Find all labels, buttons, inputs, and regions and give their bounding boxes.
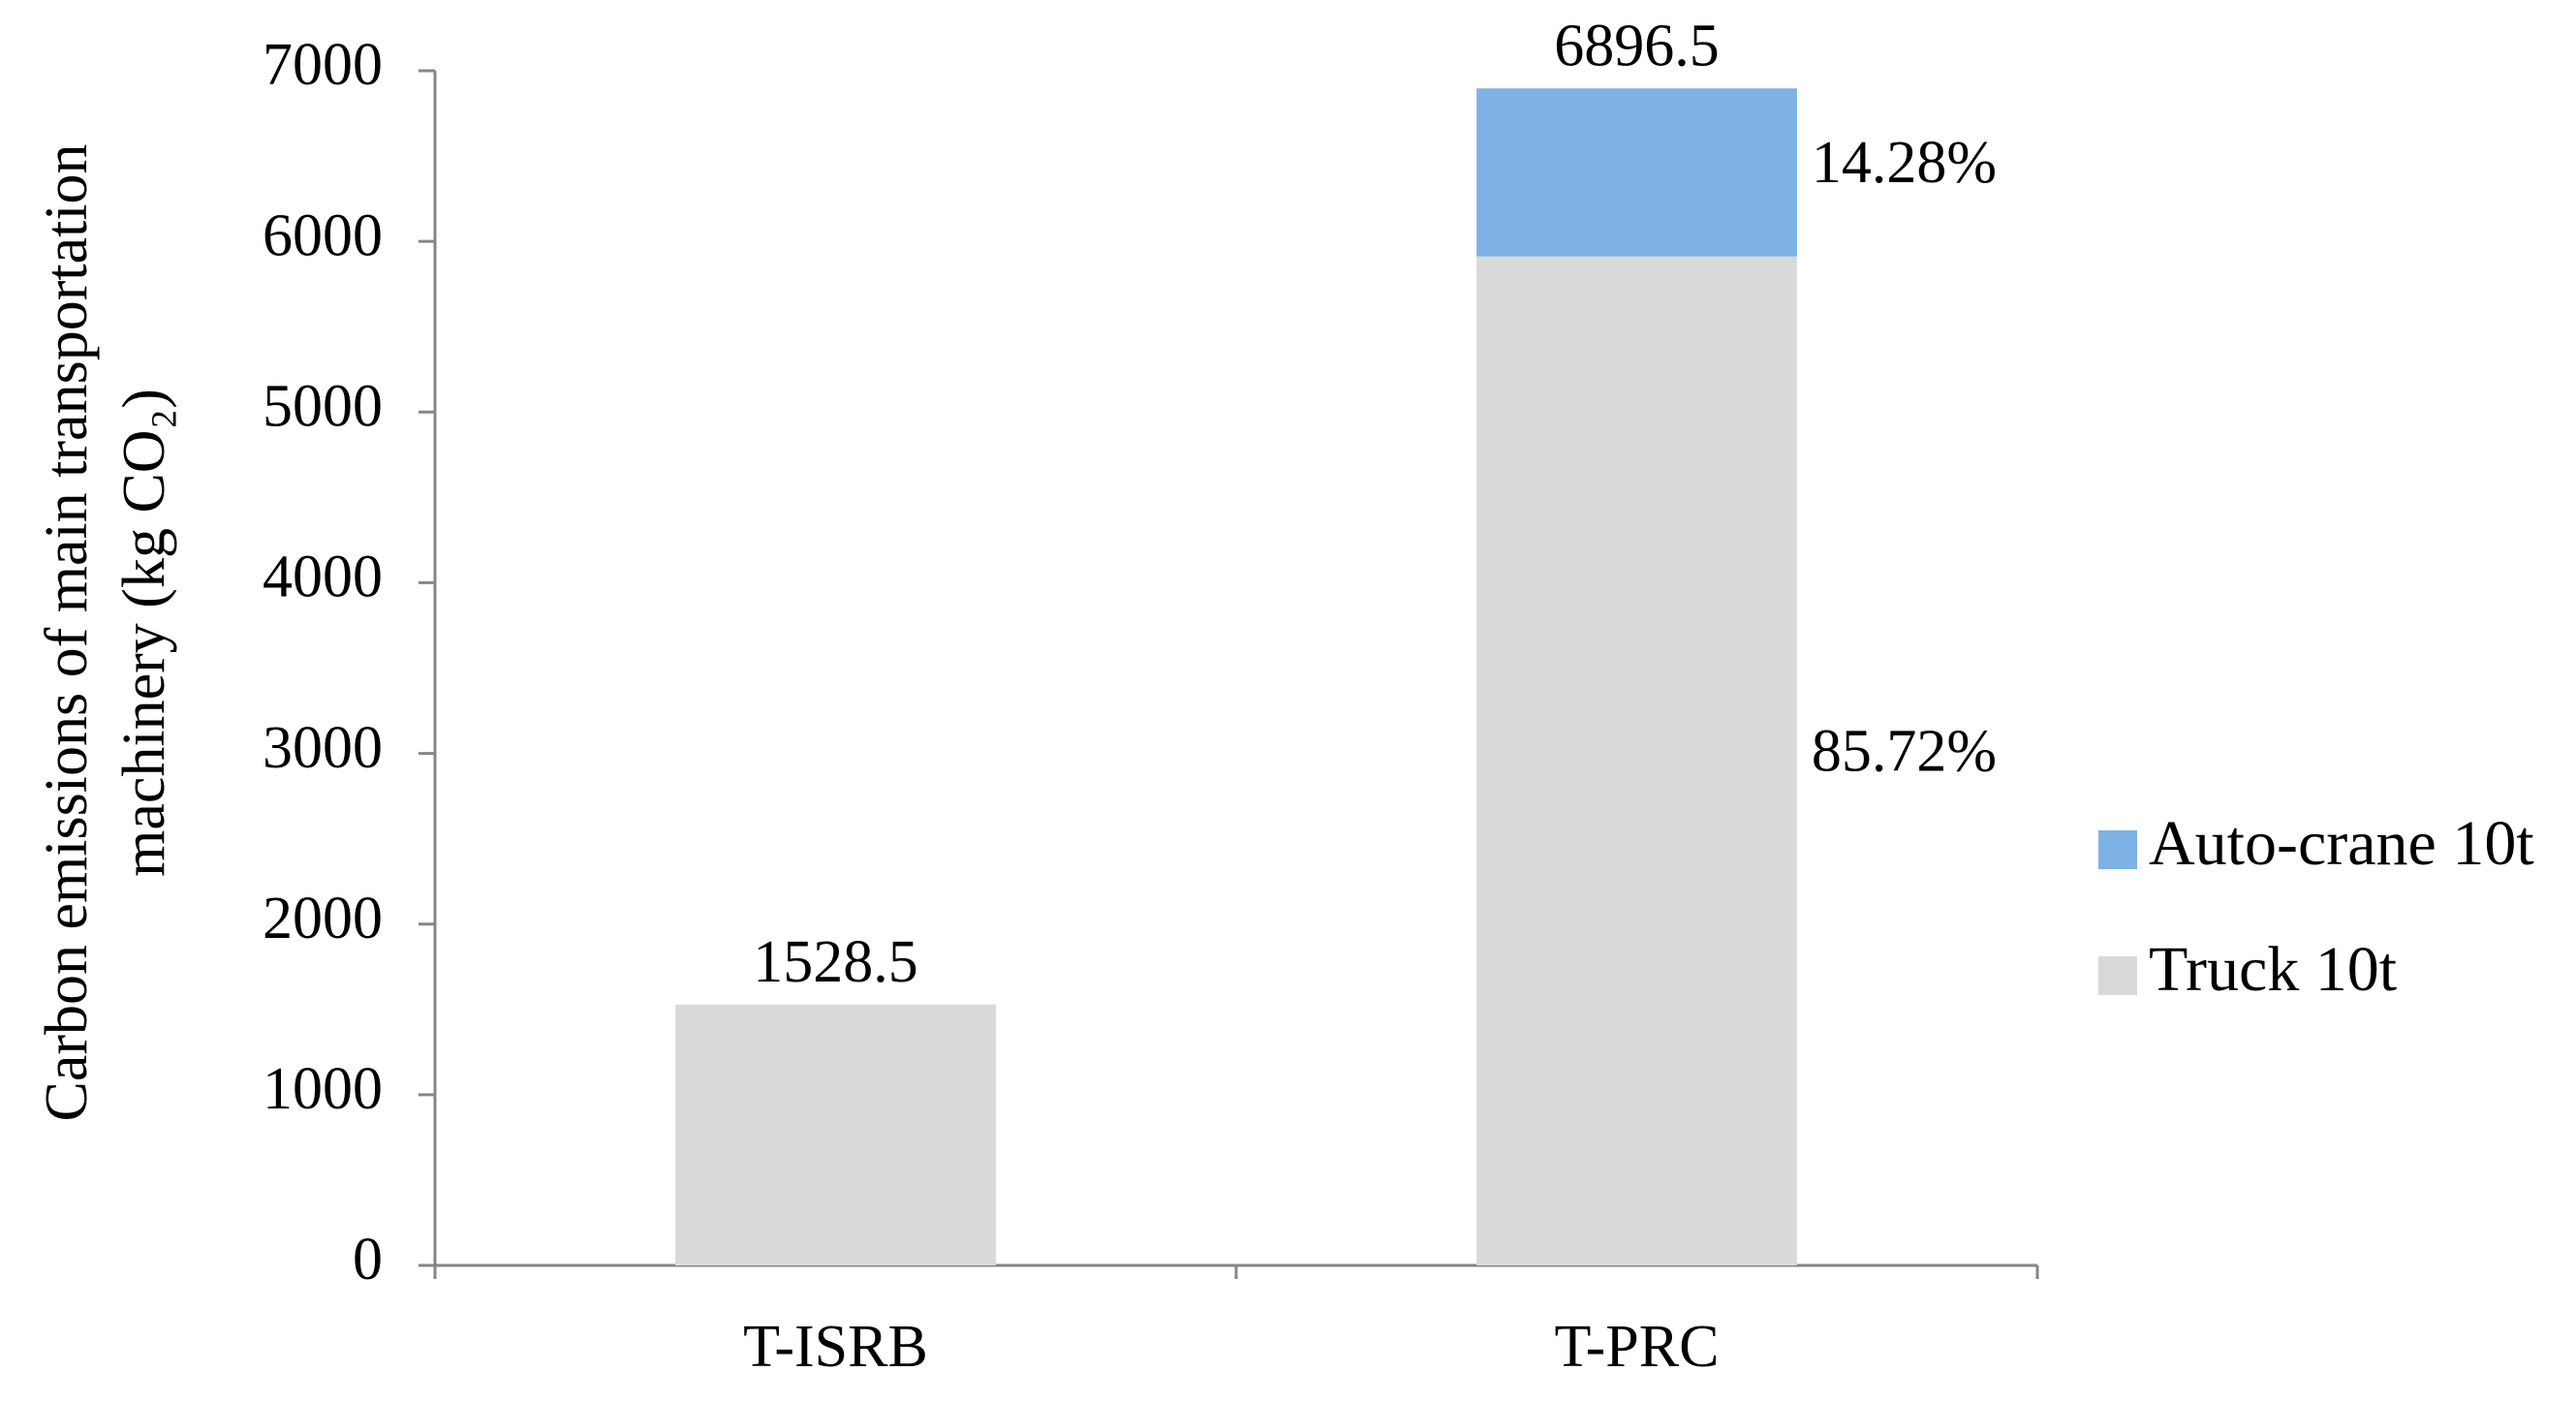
y-tick-label: 7000	[263, 32, 383, 98]
total-label: 6896.5	[1554, 13, 1720, 78]
legend-swatch	[2098, 956, 2137, 995]
share-label: 14.28%	[1812, 130, 1997, 196]
y-tick-label: 6000	[263, 203, 383, 268]
y-tick-label: 5000	[263, 374, 383, 440]
y-axis-title-line: Carbon emissions of main transportation	[34, 143, 100, 1121]
legend-label: Truck 10t	[2149, 934, 2397, 1005]
y-tick-label: 0	[353, 1227, 383, 1293]
legend-label: Auto-crane 10t	[2149, 808, 2534, 879]
total-label: 1528.5	[753, 929, 918, 995]
y-tick-label: 1000	[263, 1056, 383, 1122]
y-axis-title: Carbon emissions of main transportation …	[34, 143, 177, 1121]
bar-segment	[1476, 256, 1797, 1265]
y-axis-title-line: machinery (kg CO₂)	[111, 389, 177, 877]
legend-swatch	[2098, 830, 2137, 869]
y-tick-label: 4000	[263, 545, 383, 610]
bar-segment	[1476, 88, 1797, 257]
share-label: 85.72%	[1812, 719, 1997, 785]
bar-segment	[675, 1004, 996, 1265]
x-tick-label: T-ISRB	[743, 1314, 928, 1380]
y-tick-label: 2000	[263, 886, 383, 951]
y-tick-label: 3000	[263, 715, 383, 781]
x-tick-label: T-PRC	[1554, 1314, 1719, 1380]
